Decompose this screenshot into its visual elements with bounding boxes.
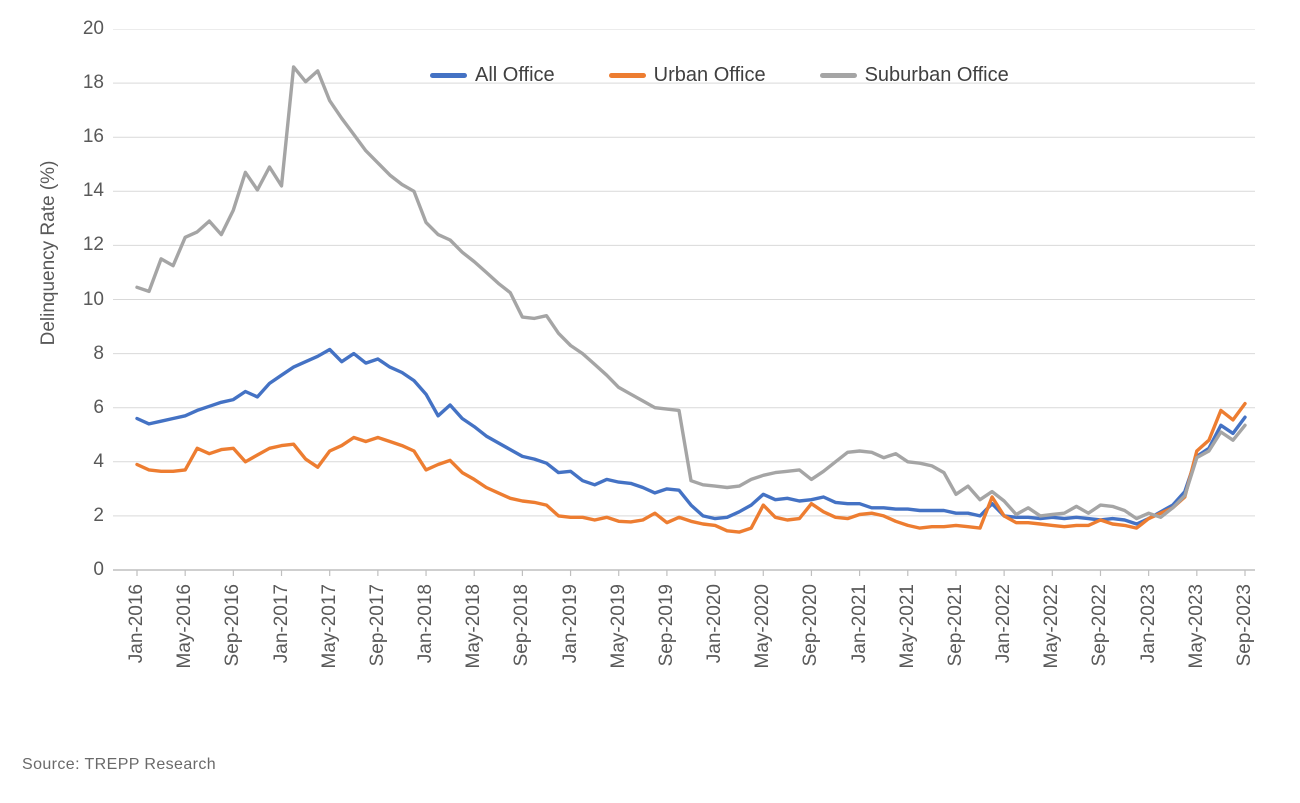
x-tick-label: May-2019 <box>607 584 629 669</box>
suburban-office-line-swatch-icon <box>819 73 857 78</box>
y-tick-label: 18 <box>82 72 104 94</box>
x-tick-label: May-2017 <box>318 584 340 669</box>
y-tick-label: 20 <box>82 18 104 39</box>
legend-label-urban-office: Urban Office <box>653 64 766 86</box>
plot-area <box>113 29 1255 577</box>
series-line-suburban-office <box>135 65 1247 521</box>
x-tick-label: May-2021 <box>896 584 918 669</box>
x-tick-label: Jan-2021 <box>848 584 870 664</box>
urban-office-line-swatch-icon <box>608 73 646 78</box>
x-tick-label: May-2022 <box>1041 584 1063 669</box>
legend-label-all-office: All Office <box>475 64 555 86</box>
all-office-line-swatch-icon <box>430 73 467 78</box>
x-tick-label: Sep-2023 <box>1234 584 1255 667</box>
legend-item-suburban-office: Suburban Office <box>819 64 1009 87</box>
x-tick-label: Jan-2019 <box>559 584 581 664</box>
y-tick-label: 0 <box>93 559 104 580</box>
series-line-all-office <box>135 347 1247 526</box>
y-tick-label: 2 <box>93 504 104 526</box>
x-tick-label: May-2018 <box>463 584 485 669</box>
y-tick-label: 6 <box>93 396 104 418</box>
series-line-urban-office <box>135 401 1247 534</box>
x-tick-label: May-2020 <box>752 584 774 669</box>
legend-item-urban-office: Urban Office <box>608 64 766 87</box>
x-tick-label: Jan-2022 <box>993 584 1015 664</box>
x-tick-label: Jan-2016 <box>126 584 147 664</box>
x-tick-label: Sep-2016 <box>222 584 244 667</box>
x-tick-label: May-2023 <box>1185 584 1207 669</box>
x-tick-label: Sep-2018 <box>511 584 533 667</box>
plot-svg <box>113 29 1255 576</box>
y-tick-label: 12 <box>82 234 104 256</box>
y-tick-label: 16 <box>82 126 104 148</box>
y-tick-label: 10 <box>82 288 104 310</box>
x-tick-label: Sep-2017 <box>366 584 388 667</box>
y-tick-label: 8 <box>93 342 104 364</box>
x-tick-label: Jan-2020 <box>704 584 726 664</box>
legend: All Office Urban Office Suburban Office <box>430 64 1009 87</box>
x-tick-label: Jan-2018 <box>415 584 437 664</box>
x-tick-label: Sep-2019 <box>655 584 677 667</box>
x-tick-label: Jan-2017 <box>270 584 292 664</box>
y-tick-label: 4 <box>93 450 104 472</box>
x-tick-label: Jan-2023 <box>1137 584 1159 664</box>
x-tick-label: Sep-2020 <box>800 584 822 667</box>
source-note: Source: TREPP Research <box>22 756 217 773</box>
legend-label-suburban-office: Suburban Office <box>864 64 1009 86</box>
x-tick-label: Sep-2021 <box>944 584 966 667</box>
y-tick-label: 14 <box>82 180 104 202</box>
legend-item-all-office: All Office <box>430 64 555 87</box>
x-tick-label: Sep-2022 <box>1089 584 1111 667</box>
x-tick-label: May-2016 <box>174 584 196 669</box>
